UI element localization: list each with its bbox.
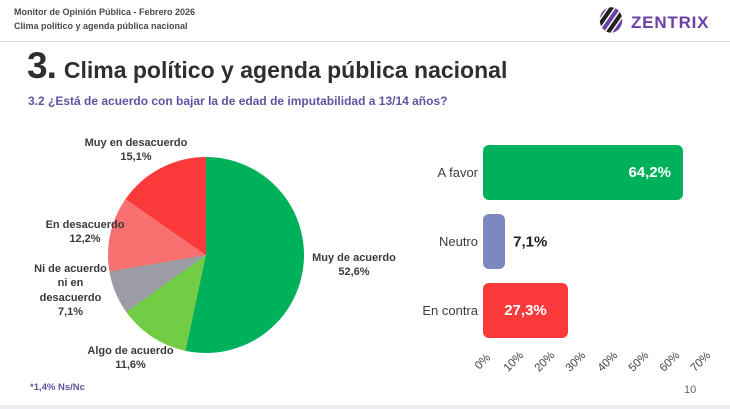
x-axis-tick-label: 50% [626,349,652,375]
zentrix-logo: ZENTRIX [596,4,709,41]
x-axis-tick-label: 10% [501,349,527,375]
pie-slice-label: Ni de acuerdo ni en desacuerdo 7,1% [34,263,107,318]
x-axis-tick-label: 70% [688,349,714,375]
bar-value-label: 64,2% [628,164,671,181]
page-title-text: Clima político y agenda pública nacional [63,57,508,83]
x-axis-tick-label: 30% [563,349,589,375]
pie-slice-label: Algo de acuerdo 11,6% [87,345,174,372]
header-report-title: Monitor de Opinión Pública - Febrero 202… [14,7,196,17]
header-section-title: Clima político y agenda pública nacional [14,21,188,31]
page-title: 3. Clima político y agenda pública nacio… [27,45,507,87]
slide-bottom-edge [0,405,730,409]
question-subtitle: 3.2 ¿Está de acuerdo con bajar la de eda… [28,94,448,108]
bar-track: 27,3% [483,283,701,338]
x-axis-tick-label: 0% [472,351,494,373]
bar-row: En contra 27,3% [420,283,726,338]
bar-rows: A favor 64,2% Neutro 7,1% En contra 27,3% [420,145,726,338]
bar-category-label: Neutro [438,234,478,249]
bar [483,214,505,269]
bar-x-axis: 0% 10% 20% 30% 40% 50% 60% 70% [420,348,726,384]
zentrix-logo-icon [596,4,626,41]
bar-category-label: A favor [437,165,478,180]
bar: 64,2% [483,145,683,200]
x-axis-tick-label: 60% [657,349,683,375]
page-title-number: 3. [27,45,57,86]
pie-slice-label: Muy de acuerdo 52,6% [312,252,396,279]
bar: 27,3% [483,283,568,338]
bar-track: 64,2% [483,145,701,200]
bar-value-label: 27,3% [504,302,547,319]
pie-chart [108,157,304,353]
bar-row: Neutro 7,1% [420,214,726,269]
header-divider [0,41,730,42]
bar-value-label: 7,1% [513,233,548,250]
zentrix-logo-text: ZENTRIX [631,12,710,32]
x-axis-tick-label: 40% [595,349,621,375]
pie-slice-label: En desacuerdo 12,2% [45,219,125,246]
bar-category-label: En contra [422,303,478,318]
footnote-ns-nc: *1,4% Ns/Nc [30,382,85,393]
bar-track: 7,1% [483,214,701,269]
bar-chart: A favor 64,2% Neutro 7,1% En contra 27,3% 0% 1… [420,145,726,385]
bar-row: A favor 64,2% [420,145,726,200]
x-axis-tick-label: 20% [532,349,558,375]
page-number: 10 [684,384,697,396]
pie-slice-label: Muy en desacuerdo 15,1% [84,137,188,164]
